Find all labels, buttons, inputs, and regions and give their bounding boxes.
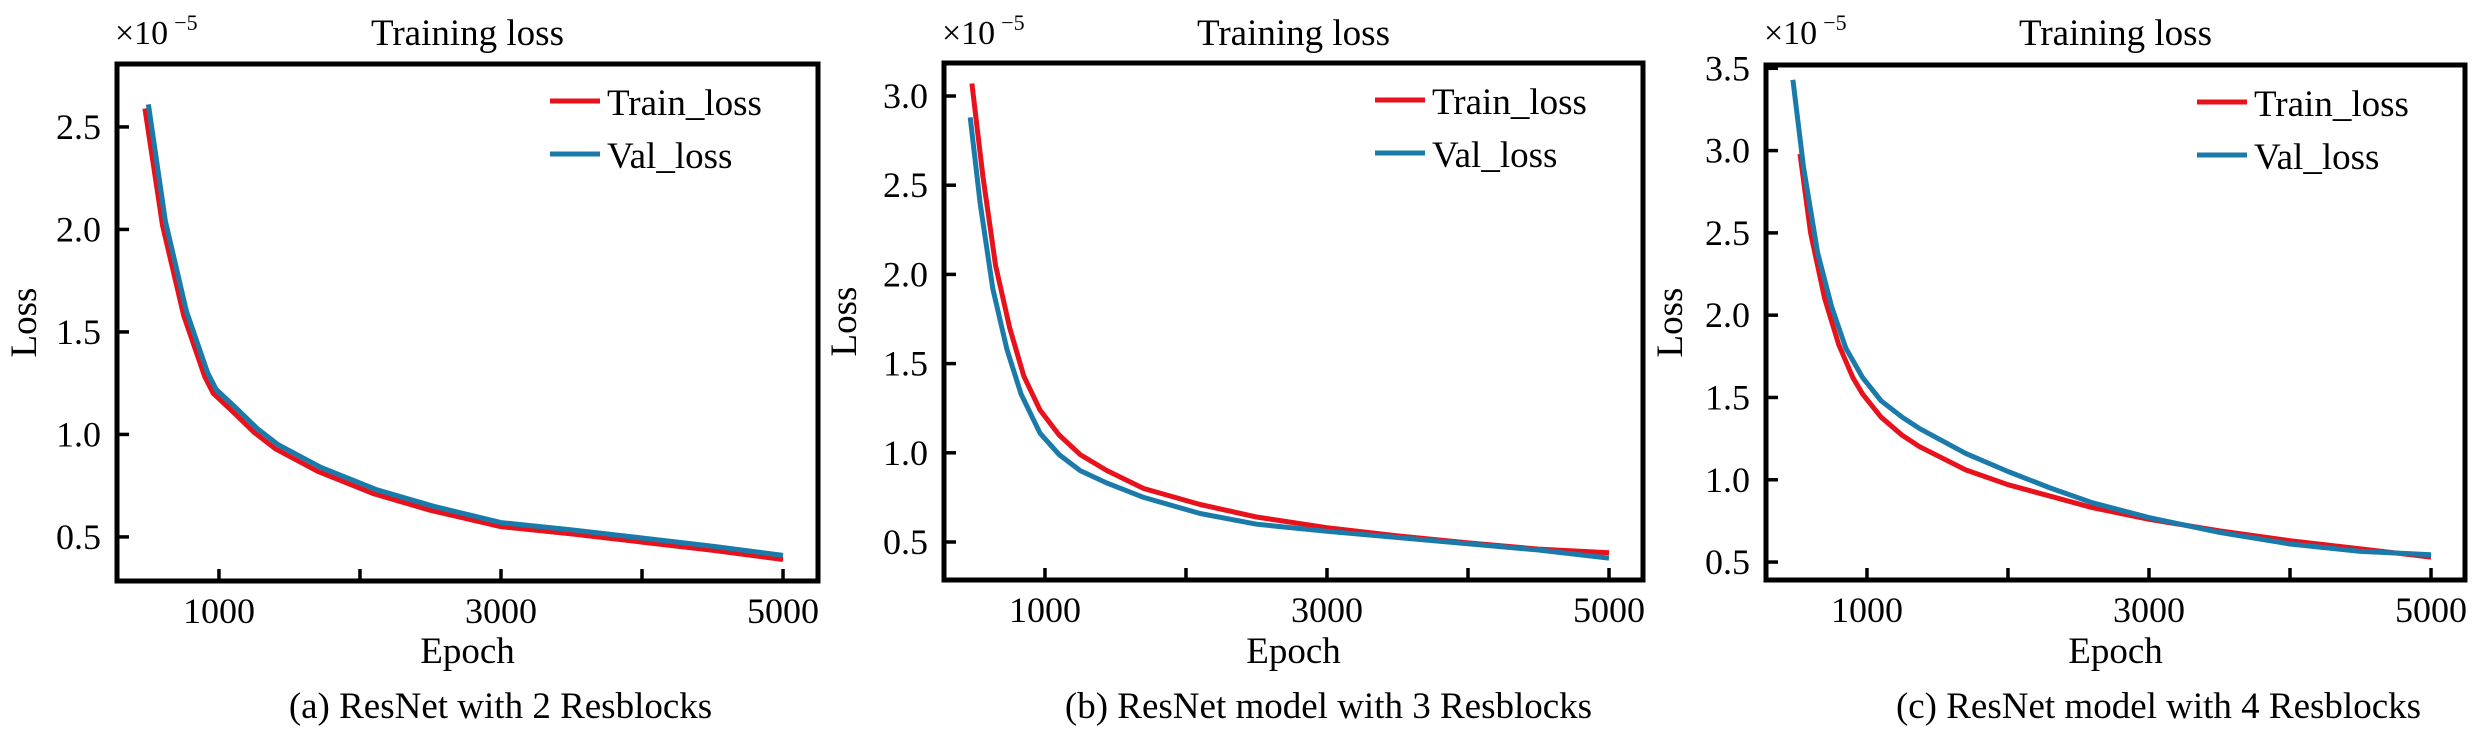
y-tick-label: 1.5 [1705, 377, 1750, 417]
y-tick-label: 3.0 [1705, 131, 1750, 171]
y-multiplier-label: ×10 −5 [1764, 10, 1847, 52]
y-tick-label: 3.5 [1705, 48, 1750, 88]
chart-title: Training loss [2019, 13, 2212, 54]
series-line-val-loss [967, 117, 1610, 561]
y-multiplier-base: ×10 [115, 15, 168, 52]
y-tick-label: 1.5 [883, 344, 928, 384]
legend-item: Train_loss [2197, 84, 2409, 125]
legend-label: Train_loss [607, 83, 762, 124]
y-tick-label: 2.0 [1705, 295, 1750, 335]
y-tick-label: 2.5 [1705, 213, 1750, 253]
y-tick-label: 1.0 [883, 433, 928, 473]
series-line-val-loss [145, 104, 784, 558]
panel-caption: (a) ResNet with 2 Resblocks [289, 686, 712, 727]
axes-frame [1763, 62, 2468, 583]
x-axis-label: Epoch [420, 631, 515, 672]
y-multiplier-label: ×10 −5 [942, 10, 1025, 52]
legend-item: Val_loss [1375, 135, 1557, 176]
legend-label: Val_loss [2254, 137, 2379, 178]
chart-title: Training loss [1197, 13, 1390, 54]
y-tick-label: 2.5 [883, 165, 928, 205]
y-axis-label: Loss [1650, 288, 1691, 358]
x-tick-label: 1000 [183, 591, 255, 631]
y-multiplier-base: ×10 [1764, 15, 1817, 52]
panel-caption: (b) ResNet model with 3 Resblocks [1065, 686, 1592, 727]
y-tick-label: 1.5 [56, 312, 101, 352]
legend-label: Train_loss [1432, 82, 1587, 123]
legend-label: Val_loss [1432, 135, 1557, 176]
y-multiplier-base: ×10 [942, 15, 995, 52]
legend: Train_loss Val_loss [550, 83, 762, 177]
y-tick-label: 0.5 [883, 522, 928, 562]
y-axis-label: Loss [824, 287, 865, 357]
y-axis-label: Loss [4, 288, 45, 358]
x-tick-label: 3000 [1291, 590, 1363, 630]
x-axis-label: Epoch [1246, 631, 1341, 672]
series-line-train-loss [1797, 153, 2432, 560]
y-tick-label: 1.0 [1705, 460, 1750, 500]
y-multiplier-exponent: −5 [174, 10, 197, 35]
panel-c-resnet-4-resblocks: 1000 3000 5000 0.5 1.0 1.5 2.0 2.5 3.0 3.5 Trainin… [1650, 10, 2468, 727]
y-tick-label: 3.0 [883, 76, 928, 116]
panel-a-resnet-2-resblocks: 1000 3000 5000 0.5 1.0 1.5 2.0 2.5 Training loss… [4, 10, 821, 727]
panel-caption: (c) ResNet model with 4 Resblocks [1896, 686, 2421, 727]
y-tick-label: 0.5 [56, 517, 101, 557]
chart-title: Training loss [371, 13, 564, 54]
legend: Train_loss Val_loss [1375, 82, 1587, 176]
legend-item: Val_loss [2197, 137, 2379, 178]
legend-label: Val_loss [607, 136, 732, 177]
x-tick-label: 5000 [1573, 590, 1645, 630]
x-tick-label: 5000 [2395, 590, 2467, 630]
axes-frame [941, 60, 1646, 583]
x-tick-label: 3000 [2113, 590, 2185, 630]
x-tick-label: 5000 [747, 591, 819, 631]
y-tick-label: 2.0 [56, 209, 101, 249]
x-tick-label: 1000 [1831, 590, 1903, 630]
y-tick-label: 1.0 [56, 414, 101, 454]
y-tick-label: 0.5 [1705, 542, 1750, 582]
series-line-train-loss [142, 108, 784, 562]
legend-label: Train_loss [2254, 84, 2409, 125]
legend-item: Train_loss [550, 83, 762, 124]
axes-frame [114, 61, 821, 584]
panel-b-resnet-3-resblocks: 1000 3000 5000 0.5 1.0 1.5 2.0 2.5 3.0 Training l… [824, 10, 1646, 727]
legend: Train_loss Val_loss [2197, 84, 2409, 178]
x-tick-label: 3000 [465, 591, 537, 631]
y-tick-label: 2.5 [56, 107, 101, 147]
y-multiplier-exponent: −5 [1823, 10, 1846, 35]
legend-item: Train_loss [1375, 82, 1587, 123]
series-line-val-loss [1790, 79, 2432, 558]
x-axis-label: Epoch [2068, 631, 2163, 672]
y-multiplier-exponent: −5 [1001, 10, 1024, 35]
y-multiplier-label: ×10 −5 [115, 10, 198, 52]
x-tick-label: 1000 [1009, 590, 1081, 630]
legend-item: Val_loss [550, 136, 732, 177]
y-tick-label: 2.0 [883, 254, 928, 294]
